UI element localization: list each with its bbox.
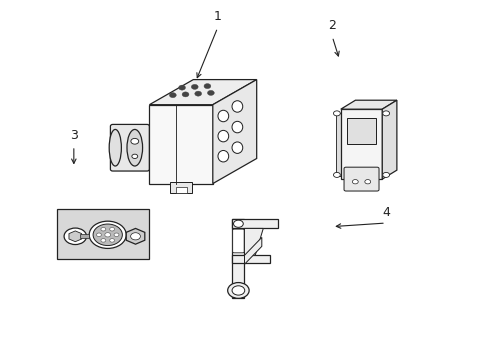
Ellipse shape <box>231 142 242 153</box>
Ellipse shape <box>109 130 121 166</box>
Circle shape <box>104 233 110 237</box>
Circle shape <box>352 180 358 184</box>
Polygon shape <box>149 105 212 184</box>
Circle shape <box>178 85 185 90</box>
Circle shape <box>182 92 188 97</box>
Ellipse shape <box>218 150 228 162</box>
Bar <box>175 187 186 193</box>
Bar <box>57 209 149 259</box>
Circle shape <box>132 154 138 158</box>
Polygon shape <box>340 100 396 109</box>
Circle shape <box>130 233 140 240</box>
Circle shape <box>382 111 389 116</box>
Bar <box>170 182 192 193</box>
Circle shape <box>191 84 198 89</box>
Circle shape <box>333 172 340 177</box>
Circle shape <box>64 228 86 244</box>
Circle shape <box>131 138 139 144</box>
Circle shape <box>96 233 101 237</box>
Circle shape <box>101 239 105 242</box>
Circle shape <box>232 286 244 295</box>
Circle shape <box>101 228 105 231</box>
Circle shape <box>207 90 214 95</box>
Bar <box>380 113 386 176</box>
Bar <box>340 109 382 179</box>
Bar <box>232 220 277 228</box>
Ellipse shape <box>231 121 242 133</box>
Circle shape <box>169 93 176 98</box>
Polygon shape <box>244 237 261 264</box>
Ellipse shape <box>127 130 142 166</box>
Bar <box>232 255 269 263</box>
Circle shape <box>114 233 119 237</box>
Polygon shape <box>382 100 396 179</box>
Text: 1: 1 <box>213 10 221 23</box>
Bar <box>346 118 375 144</box>
FancyBboxPatch shape <box>344 167 378 191</box>
Circle shape <box>382 172 389 177</box>
Circle shape <box>333 111 340 116</box>
Circle shape <box>93 224 122 246</box>
Bar <box>232 220 244 298</box>
Circle shape <box>89 221 126 248</box>
Polygon shape <box>244 228 263 255</box>
Polygon shape <box>212 80 256 184</box>
FancyBboxPatch shape <box>110 125 149 171</box>
Text: 2: 2 <box>327 19 336 32</box>
Circle shape <box>194 91 201 96</box>
Text: 4: 4 <box>381 206 389 219</box>
Circle shape <box>109 228 114 231</box>
Text: 3: 3 <box>70 129 78 141</box>
FancyBboxPatch shape <box>232 229 244 253</box>
Ellipse shape <box>231 101 242 112</box>
Ellipse shape <box>218 130 228 142</box>
Bar <box>335 113 341 176</box>
Circle shape <box>364 180 370 184</box>
Circle shape <box>227 283 248 298</box>
Polygon shape <box>149 80 256 105</box>
Ellipse shape <box>218 110 228 122</box>
Circle shape <box>203 84 210 89</box>
Circle shape <box>109 239 114 242</box>
Circle shape <box>233 220 243 227</box>
Bar <box>80 234 89 238</box>
